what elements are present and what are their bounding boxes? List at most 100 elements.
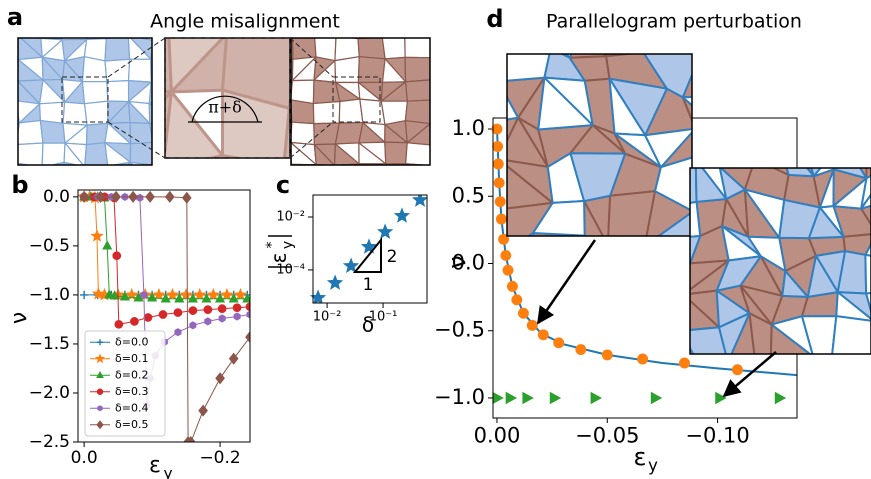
tile bbox=[406, 143, 433, 166]
tile bbox=[108, 162, 131, 186]
tile bbox=[689, 27, 735, 65]
chart-title: Parallelogram perturbation bbox=[546, 11, 802, 33]
marker bbox=[638, 354, 648, 364]
tile bbox=[85, 143, 108, 167]
y-tick-label: −0.5 bbox=[29, 236, 70, 256]
y-tick-label: 1.0 bbox=[452, 116, 485, 140]
y-tick-label: −1.0 bbox=[29, 285, 70, 305]
tile bbox=[0, 142, 16, 165]
tile bbox=[292, 36, 316, 59]
tile bbox=[431, 58, 453, 80]
tiling bbox=[265, 14, 455, 188]
axis-label-subscript: y bbox=[280, 241, 296, 249]
tile bbox=[405, 17, 433, 37]
axis-label-text: δ bbox=[362, 313, 374, 337]
marker bbox=[190, 322, 196, 329]
tile bbox=[107, 81, 129, 102]
tile bbox=[42, 162, 65, 188]
marker bbox=[602, 350, 612, 360]
marker bbox=[174, 309, 182, 317]
axis-label: δ bbox=[362, 313, 374, 337]
x-tick-label: 0.00 bbox=[474, 424, 521, 448]
marker bbox=[189, 307, 197, 315]
panel-label: d bbox=[486, 5, 503, 33]
axis-label: ν bbox=[7, 312, 32, 324]
tile bbox=[405, 100, 430, 124]
tile bbox=[832, 316, 871, 363]
tile bbox=[334, 166, 361, 189]
tile bbox=[832, 355, 869, 378]
y-tick-label: −2.0 bbox=[29, 383, 70, 403]
panel-label: a bbox=[7, 3, 23, 31]
marker bbox=[175, 329, 181, 336]
tile bbox=[41, 17, 62, 40]
y-tick-label: −1.5 bbox=[29, 334, 70, 354]
marker bbox=[507, 281, 517, 291]
tile bbox=[312, 166, 335, 188]
tile bbox=[358, 14, 385, 38]
tile bbox=[382, 37, 405, 59]
tile bbox=[64, 162, 85, 188]
tile bbox=[41, 167, 65, 188]
tile bbox=[359, 164, 386, 185]
legend-label: δ=0.0 bbox=[115, 335, 148, 348]
marker bbox=[144, 314, 152, 322]
tile bbox=[291, 122, 315, 144]
marker bbox=[495, 197, 505, 207]
tile bbox=[0, 145, 17, 166]
tile bbox=[358, 14, 385, 38]
tile bbox=[405, 37, 431, 58]
tile bbox=[16, 121, 43, 145]
marker bbox=[204, 306, 212, 314]
y-tick-label: −2.5 bbox=[29, 432, 70, 452]
tile bbox=[292, 164, 317, 187]
y-tick-label: 0.0 bbox=[43, 187, 70, 207]
panel-title: Angle misalignment bbox=[150, 11, 340, 33]
tile bbox=[430, 100, 452, 124]
legend-label: δ=0.1 bbox=[115, 352, 148, 365]
legend: δ=0.0δ=0.1δ=0.2δ=0.3δ=0.4δ=0.5 bbox=[85, 331, 165, 436]
y-tick-label: −0.5 bbox=[434, 318, 485, 342]
tile bbox=[358, 57, 385, 83]
tile bbox=[431, 17, 456, 40]
tile bbox=[358, 37, 385, 59]
y-tick-label: 10⁻⁴ bbox=[276, 262, 305, 277]
marker bbox=[732, 365, 742, 375]
marker bbox=[518, 308, 528, 318]
tile bbox=[86, 17, 108, 40]
marker bbox=[680, 358, 690, 368]
legend-marker bbox=[97, 389, 103, 395]
tile bbox=[0, 36, 18, 60]
tile bbox=[82, 167, 107, 186]
marker bbox=[493, 142, 503, 152]
tile bbox=[105, 36, 130, 61]
marker bbox=[512, 295, 522, 305]
x-tick-label: −0.05 bbox=[575, 424, 639, 448]
tile bbox=[813, 355, 846, 375]
panel-label: c bbox=[276, 171, 290, 199]
tile bbox=[384, 164, 409, 188]
tile bbox=[0, 37, 18, 59]
tile bbox=[359, 164, 384, 189]
marker bbox=[131, 318, 139, 326]
legend-label: δ=0.4 bbox=[115, 401, 148, 414]
tile bbox=[0, 78, 18, 101]
tile bbox=[406, 80, 433, 101]
y-tick-label: 0.5 bbox=[452, 183, 485, 207]
tile bbox=[382, 14, 405, 37]
tile bbox=[82, 82, 107, 104]
tile bbox=[130, 142, 152, 165]
legend-label: δ=0.5 bbox=[115, 418, 148, 431]
axis-label: ν bbox=[443, 255, 471, 268]
tile bbox=[0, 120, 19, 144]
marker bbox=[159, 311, 167, 319]
annotation: 1 bbox=[363, 275, 374, 295]
tile bbox=[313, 102, 339, 124]
axis-label-text: ν bbox=[7, 312, 32, 324]
panel-label: b bbox=[11, 171, 28, 199]
legend-marker bbox=[98, 406, 102, 411]
legend-label: δ=0.3 bbox=[115, 385, 148, 398]
tile bbox=[495, 46, 551, 81]
tile bbox=[430, 100, 452, 124]
x-tick-label: 10⁻² bbox=[313, 309, 342, 324]
